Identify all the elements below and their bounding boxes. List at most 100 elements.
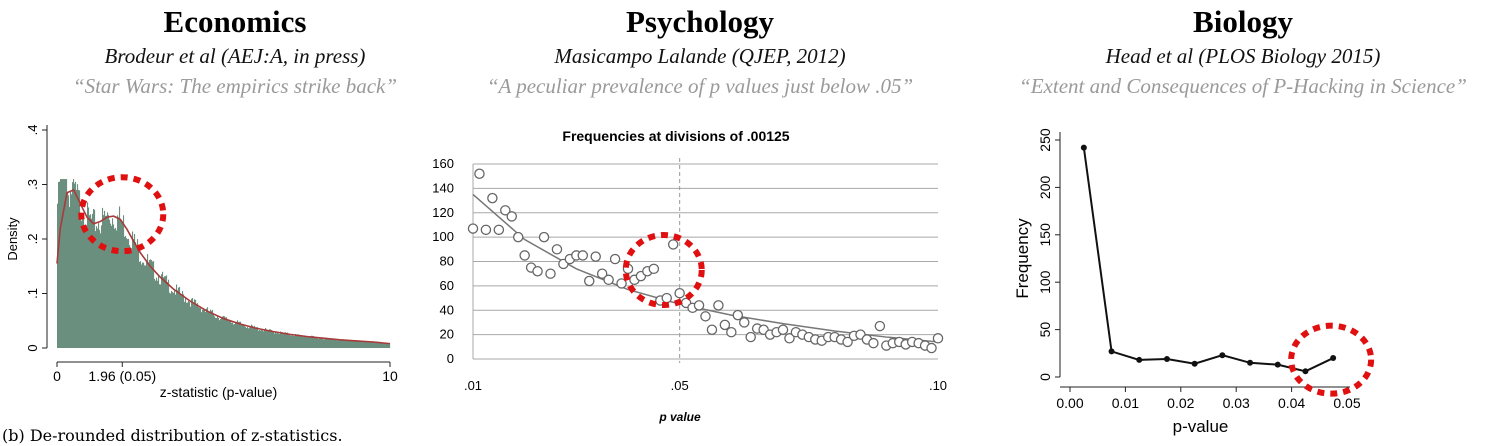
- histogram-bar: [386, 342, 388, 348]
- histogram-bar: [283, 333, 285, 348]
- histogram-bar: [334, 339, 336, 348]
- histogram-bar: [102, 207, 104, 348]
- histogram-bar: [335, 339, 337, 348]
- histogram-bar: [294, 335, 296, 348]
- y-tick-label: .3: [25, 179, 40, 190]
- histogram-bar: [174, 290, 176, 348]
- histogram-bar: [322, 338, 324, 348]
- histogram-bar: [230, 321, 232, 348]
- histogram-bar: [369, 341, 371, 348]
- psychology-scatter-chart: Frequencies at divisions of .00125 0 20 40 6…: [432, 128, 947, 424]
- histogram-bar: [389, 343, 391, 348]
- histogram-bar: [63, 179, 65, 348]
- histogram-bar: [197, 303, 199, 348]
- histogram-bar: [69, 207, 71, 348]
- histogram-bar: [319, 338, 321, 348]
- histogram-bar: [170, 293, 172, 348]
- histogram-bar: [323, 339, 325, 348]
- histogram-bar: [178, 287, 180, 348]
- histogram-bar: [113, 224, 115, 348]
- histogram-bar: [261, 329, 263, 348]
- histogram-bar: [71, 194, 73, 348]
- histogram-bar: [199, 307, 201, 348]
- x-tick-label: 0.01: [1112, 395, 1139, 411]
- histogram-bar: [130, 248, 132, 348]
- field-title: Biology: [1193, 4, 1293, 39]
- histogram-bar: [379, 342, 381, 348]
- data-point: [1219, 352, 1226, 359]
- data-point: [842, 336, 853, 348]
- histogram-bar: [289, 334, 291, 348]
- data-point: [732, 309, 744, 321]
- histogram-bar: [58, 181, 60, 348]
- histogram-bar: [115, 227, 117, 348]
- histogram-bar: [376, 341, 378, 348]
- x-tick-label: 0.03: [1223, 395, 1250, 411]
- histogram-bar: [98, 223, 100, 348]
- y-axis-label: Frequency: [1013, 218, 1032, 299]
- data-point: [1330, 355, 1337, 362]
- histogram-bar: [205, 311, 207, 348]
- histogram-bar: [231, 322, 233, 348]
- histogram-bar: [105, 215, 107, 348]
- x-tick-label: 0.05: [1333, 395, 1360, 411]
- histogram-bar: [357, 340, 359, 348]
- y-tick-label: 60: [440, 278, 454, 293]
- histogram-bar: [125, 235, 127, 348]
- histogram-bar: [101, 225, 103, 348]
- histogram-bar: [364, 341, 366, 348]
- field-title: Psychology: [625, 4, 775, 39]
- histogram-bar: [68, 195, 70, 348]
- histogram-bar: [307, 336, 309, 348]
- histogram-bar: [245, 326, 247, 348]
- histogram-bar: [223, 316, 225, 348]
- histogram-bar: [314, 336, 316, 348]
- data-point: [777, 324, 789, 335]
- histogram-bar: [238, 322, 240, 348]
- histogram-bar: [201, 312, 203, 348]
- histogram-bar: [233, 324, 235, 348]
- histogram-bar: [248, 328, 250, 348]
- histogram-bar: [114, 228, 116, 348]
- y-tick-label: 140: [432, 180, 454, 195]
- histogram-bar: [66, 179, 68, 348]
- histogram-bar: [387, 342, 389, 348]
- histogram-bar: [181, 294, 183, 348]
- chart-title: Frequencies at divisions of .00125: [562, 128, 789, 144]
- histogram-bar: [84, 228, 86, 348]
- histogram-bar: [241, 324, 243, 348]
- data-point: [487, 192, 498, 204]
- histogram-bar: [149, 259, 151, 348]
- y-tick-label: 0: [1037, 373, 1053, 381]
- histogram-bar: [268, 330, 270, 348]
- histogram-bar: [239, 321, 241, 348]
- data-point: [506, 211, 518, 222]
- histogram-bar: [279, 333, 281, 348]
- highlight-circle: [78, 174, 167, 255]
- histogram-bar: [368, 341, 370, 348]
- histogram-bar: [92, 213, 94, 348]
- histogram-bar: [316, 337, 318, 348]
- histogram-bar: [321, 338, 323, 348]
- histogram-bar: [145, 265, 147, 348]
- histogram-bar: [374, 342, 376, 348]
- histogram-bar: [213, 314, 215, 348]
- histogram-bar: [273, 331, 275, 348]
- histogram-bar: [278, 333, 280, 348]
- histogram-bar: [216, 317, 218, 348]
- histogram-bar: [218, 317, 220, 348]
- histogram-bar: [211, 310, 213, 348]
- data-point: [874, 320, 886, 332]
- data-point: [932, 333, 944, 344]
- histogram-bar: [175, 294, 177, 348]
- histogram-bar: [382, 343, 384, 348]
- histogram-bar: [325, 337, 327, 348]
- y-tick-label: 200: [1037, 176, 1053, 200]
- histogram-bar: [347, 340, 349, 348]
- histogram-bar: [214, 316, 216, 348]
- histogram-bar: [190, 306, 192, 348]
- histogram-bar: [76, 189, 78, 348]
- histogram-bar: [348, 340, 350, 348]
- histogram-bar: [140, 261, 142, 348]
- histogram-bar: [122, 221, 124, 348]
